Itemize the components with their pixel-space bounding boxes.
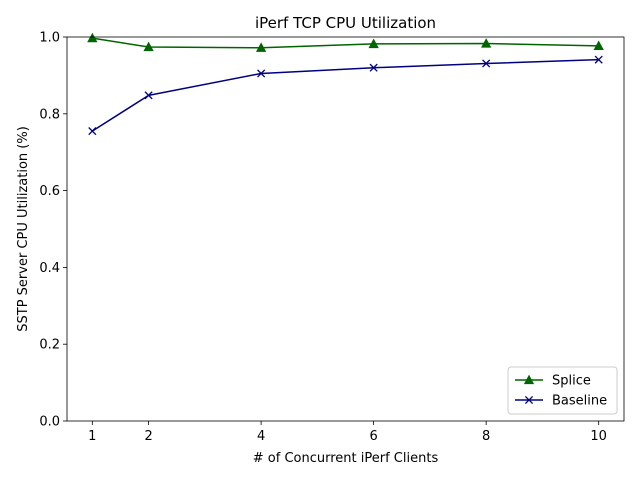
- x-tick-label-5: 10: [590, 429, 607, 444]
- x-tick-label-2: 4: [257, 429, 265, 444]
- legend-box: [507, 366, 618, 415]
- x-tick-label-3: 6: [369, 429, 377, 444]
- plot-area: 0.0 0.2 0.4 0.6 0.8 1.0 1 2 4 6 8 10: [39, 31, 625, 444]
- data-point-splice-4: [481, 38, 492, 48]
- legend: Splice Baseline: [507, 366, 618, 415]
- data-point-baseline-3: [369, 63, 378, 72]
- data-point-splice-2: [255, 42, 267, 52]
- series-line-baseline: [91, 58, 599, 132]
- x-axis-label: # of Concurrent iPerf Clients: [253, 451, 439, 466]
- data-point-baseline-1: [144, 91, 153, 100]
- y-tick-label-2: 0.4: [39, 261, 60, 276]
- y-tick-label-4: 0.8: [39, 107, 60, 122]
- plot-frame: [66, 36, 625, 422]
- legend-marker-splice: [523, 374, 535, 385]
- legend-label-splice: Splice: [552, 374, 591, 389]
- data-point-baseline-5: [594, 55, 603, 64]
- y-axis-label: SSTP Server CPU Utilization (%): [16, 126, 31, 332]
- data-point-splice-3: [368, 38, 379, 49]
- data-point-splice-0: [87, 32, 98, 43]
- y-tick-label-3: 0.6: [39, 184, 60, 199]
- data-point-splice-5: [593, 40, 604, 50]
- data-point-baseline-0: [88, 127, 97, 136]
- data-point-baseline-4: [482, 59, 491, 68]
- y-tick-label-5: 1.0: [39, 31, 60, 46]
- x-tick-label-0: 1: [88, 429, 96, 444]
- series-line-splice: [92, 37, 599, 49]
- y-tick-label-0: 0.0: [39, 415, 60, 430]
- data-point-baseline-2: [257, 69, 266, 78]
- y-tick-label-1: 0.2: [39, 338, 60, 353]
- data-point-splice-1: [143, 41, 154, 52]
- x-tick-label-1: 2: [144, 429, 152, 444]
- legend-label-baseline: Baseline: [552, 394, 607, 409]
- x-tick-label-4: 8: [482, 429, 490, 444]
- legend-marker-baseline: [524, 395, 534, 405]
- chart-title: iPerf TCP CPU Utilization: [255, 14, 436, 32]
